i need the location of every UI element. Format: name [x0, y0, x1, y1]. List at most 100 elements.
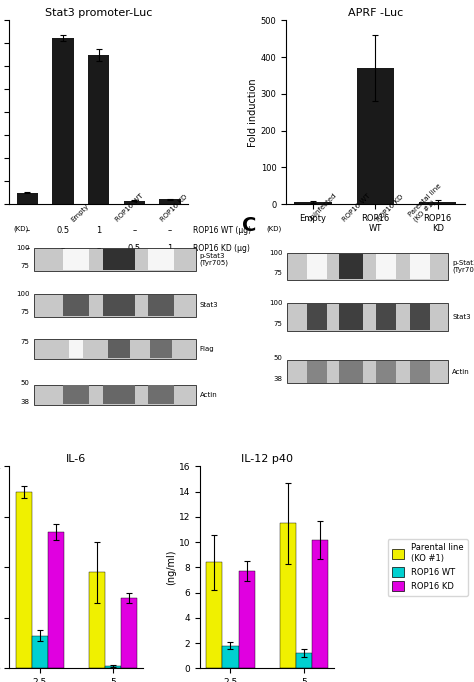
- Bar: [356, 68, 394, 204]
- Bar: [34, 339, 196, 359]
- Bar: [312, 539, 328, 668]
- Bar: [410, 254, 430, 279]
- Bar: [280, 523, 296, 668]
- Bar: [419, 203, 456, 204]
- Text: Stat3: Stat3: [452, 314, 471, 320]
- Text: Parental line
(KO #1): Parental line (KO #1): [408, 183, 448, 223]
- Bar: [307, 361, 327, 383]
- Text: 100: 100: [269, 300, 283, 306]
- Bar: [63, 249, 90, 270]
- Text: 38: 38: [273, 376, 283, 382]
- Title: APRF -Luc: APRF -Luc: [347, 8, 403, 18]
- Text: 1: 1: [167, 244, 173, 253]
- Title: IL-12 p40: IL-12 p40: [241, 454, 293, 464]
- Legend: Parental line
(KO #1), ROP16 WT, ROP16 KD: Parental line (KO #1), ROP16 WT, ROP16 K…: [388, 539, 468, 595]
- Text: 75: 75: [273, 321, 283, 327]
- Text: ROP16 KD: ROP16 KD: [159, 194, 188, 223]
- Bar: [63, 385, 90, 404]
- Y-axis label: Fold induction: Fold induction: [248, 78, 258, 147]
- Bar: [222, 646, 238, 668]
- Bar: [148, 249, 174, 270]
- Text: 100: 100: [16, 291, 30, 297]
- Title: IL-6: IL-6: [66, 454, 87, 464]
- Text: p-Stat3
(Tyr705): p-Stat3 (Tyr705): [200, 253, 228, 266]
- Bar: [148, 295, 174, 316]
- Bar: [52, 38, 74, 204]
- Text: ROP16 WT (μg): ROP16 WT (μg): [193, 226, 251, 235]
- Text: ROP16 WT: ROP16 WT: [341, 192, 371, 223]
- Bar: [375, 304, 396, 329]
- Text: (KD): (KD): [266, 225, 282, 232]
- Text: p-Stat3
(Tyr705): p-Stat3 (Tyr705): [452, 260, 474, 273]
- Text: 50: 50: [21, 381, 30, 387]
- Text: uninfected: uninfected: [307, 192, 337, 223]
- Text: Empty: Empty: [70, 203, 90, 223]
- Bar: [48, 532, 64, 668]
- Text: 75: 75: [21, 309, 30, 315]
- Text: –: –: [25, 226, 29, 235]
- Text: 100: 100: [269, 250, 283, 256]
- Y-axis label: (ng/ml): (ng/ml): [166, 550, 176, 585]
- Bar: [121, 597, 137, 668]
- Bar: [410, 361, 430, 383]
- Text: 1: 1: [96, 226, 101, 235]
- Text: –: –: [61, 244, 65, 253]
- Text: –: –: [97, 244, 101, 253]
- Text: C: C: [242, 216, 256, 235]
- Bar: [307, 304, 327, 329]
- Text: 38: 38: [21, 399, 30, 405]
- Text: 75: 75: [273, 270, 283, 276]
- Bar: [16, 492, 32, 668]
- Bar: [102, 295, 135, 316]
- Text: ROP16 WT: ROP16 WT: [115, 192, 145, 223]
- Text: Flag: Flag: [200, 346, 214, 352]
- Text: 75: 75: [21, 339, 30, 345]
- Bar: [375, 254, 396, 279]
- Bar: [296, 653, 312, 668]
- Text: –: –: [168, 226, 172, 235]
- Text: ROP16 KD (μg): ROP16 KD (μg): [193, 244, 250, 253]
- Text: 75: 75: [21, 263, 30, 269]
- Bar: [287, 303, 448, 331]
- Bar: [108, 340, 130, 359]
- Bar: [410, 304, 430, 329]
- Bar: [102, 385, 135, 404]
- Bar: [294, 203, 332, 204]
- Bar: [34, 248, 196, 271]
- Title: Stat3 promoter-Luc: Stat3 promoter-Luc: [45, 8, 153, 18]
- Bar: [34, 385, 196, 405]
- Text: 50: 50: [273, 355, 283, 361]
- Bar: [89, 572, 105, 668]
- Bar: [102, 249, 135, 270]
- Bar: [375, 361, 396, 383]
- Text: –: –: [25, 244, 29, 253]
- Bar: [339, 254, 364, 279]
- Text: Actin: Actin: [452, 369, 470, 375]
- Text: (KD): (KD): [14, 225, 29, 232]
- Bar: [69, 340, 83, 359]
- Text: Actin: Actin: [200, 392, 218, 398]
- Bar: [339, 361, 364, 383]
- Bar: [88, 55, 109, 204]
- Bar: [32, 636, 48, 668]
- Bar: [17, 192, 38, 204]
- Text: 0.5: 0.5: [128, 244, 141, 253]
- Bar: [105, 666, 121, 668]
- Text: Stat3: Stat3: [200, 302, 218, 308]
- Bar: [238, 571, 255, 668]
- Bar: [124, 201, 145, 204]
- Bar: [206, 563, 222, 668]
- Bar: [339, 304, 364, 329]
- Bar: [307, 254, 327, 279]
- Bar: [34, 294, 196, 317]
- Bar: [287, 252, 448, 280]
- Text: –: –: [132, 226, 137, 235]
- Bar: [63, 295, 90, 316]
- Text: 100: 100: [16, 245, 30, 251]
- Text: ROP16 KD: ROP16 KD: [375, 194, 405, 223]
- Bar: [159, 199, 181, 204]
- Text: 0.5: 0.5: [56, 226, 70, 235]
- Bar: [148, 385, 174, 404]
- Bar: [287, 361, 448, 383]
- Bar: [150, 340, 172, 359]
